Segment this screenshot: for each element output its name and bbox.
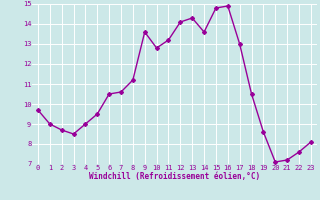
X-axis label: Windchill (Refroidissement éolien,°C): Windchill (Refroidissement éolien,°C) [89, 172, 260, 181]
